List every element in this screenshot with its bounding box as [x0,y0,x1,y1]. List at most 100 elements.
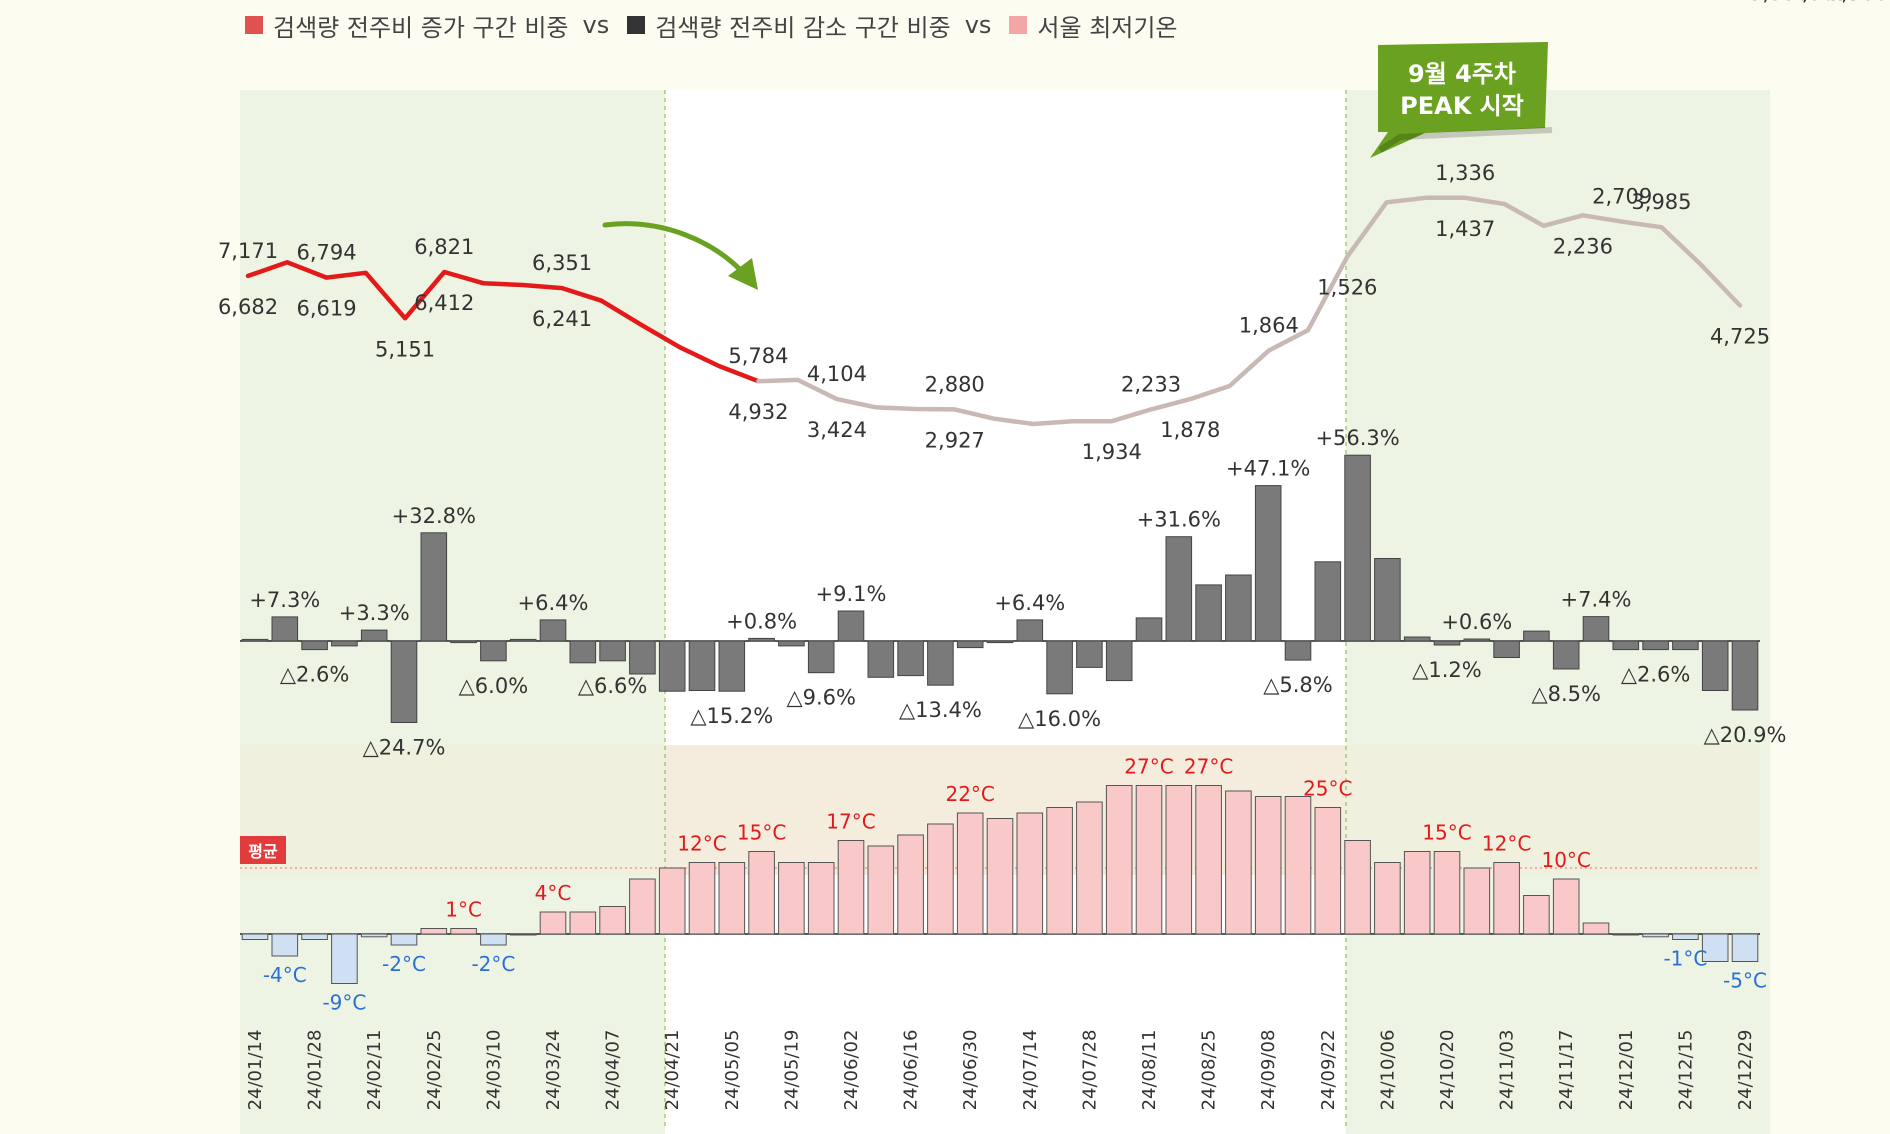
change-bar-33 [1225,574,1252,642]
temp-data-label-4: -2°C [471,952,515,976]
temp-data-label-7: 15°C [737,821,786,845]
x-tick-label-10: 24/06/02 [841,1030,862,1111]
temp-bar-2 [301,933,328,940]
temp-bar-23 [927,823,954,935]
change-data-label-7: △6.6% [578,674,648,698]
temp-bar-0 [241,933,269,940]
change-bar-47 [1642,640,1669,651]
temp-bar-21 [867,845,895,935]
change-data-label-16: +47.1% [1226,457,1310,481]
temp-data-label-1: -9°C [322,991,366,1015]
change-data-label-10: △9.6% [786,686,856,710]
change-bar-10 [539,619,567,642]
temp-data-label-8: 17°C [826,810,875,834]
change-bar-19 [807,640,835,674]
x-tick-label-8: 24/05/05 [722,1030,743,1111]
temp-bar-20 [837,840,865,935]
change-bar-41 [1463,638,1491,642]
x-tick-label-1: 24/01/28 [305,1030,326,1111]
change-data-label-15: +31.6% [1137,508,1221,532]
x-tick-label-14: 24/07/28 [1079,1030,1100,1111]
line-data-label-2: 6,794 [296,241,356,265]
x-tick-label-16: 24/08/25 [1199,1030,1220,1111]
temp-data-label-16: -1°C [1663,947,1707,971]
line-data-label-5: 6,821 [414,235,474,259]
x-tick-label-5: 24/03/24 [543,1030,564,1111]
line-data-label-22: 2,709 [1592,185,1652,209]
legend-label-2: 서울 최저기온 [1037,13,1178,42]
temp-bar-7 [450,928,477,935]
average-label: 평균 [248,842,278,861]
change-bar-39 [1403,636,1431,642]
temp-bar-16 [718,862,746,935]
change-bar-12 [599,640,626,662]
x-tick-label-18: 24/09/22 [1318,1030,1339,1111]
change-data-label-3: △24.7% [363,736,446,760]
temp-bar-5 [390,933,418,946]
temp-data-label-12: 25°C [1303,777,1352,801]
line-data-label-26: 9,338 [1749,0,1809,5]
temp-data-label-6: 12°C [677,832,726,856]
x-tick-label-22: 24/11/17 [1556,1030,1577,1111]
change-bar-20 [837,610,865,642]
change-data-label-2: +3.3% [339,601,410,625]
temp-bar-38 [1374,862,1401,935]
annotation-line1: 9월 4주차 [1408,60,1516,88]
change-bar-36 [1314,561,1342,642]
temp-bar-31 [1165,785,1193,935]
legend-swatch-2 [1009,16,1028,34]
x-tick-label-9: 24/05/19 [781,1030,802,1111]
line-data-label-25: 4,725 [1710,325,1770,349]
change-bar-34 [1254,485,1282,642]
temp-bar-44 [1552,878,1580,935]
temp-bar-24 [956,812,984,935]
temp-bar-35 [1284,796,1312,935]
change-data-label-18: +56.3% [1315,426,1399,450]
x-tick-label-7: 24/04/21 [662,1030,683,1111]
change-bar-11 [569,640,597,664]
temp-data-label-11: 27°C [1184,755,1233,779]
x-tick-label-3: 24/02/25 [424,1030,445,1111]
change-bar-45 [1582,616,1610,642]
temp-bar-42 [1493,862,1520,935]
change-bar-43 [1523,630,1550,642]
change-data-label-4: +32.8% [392,504,476,528]
change-bar-48 [1672,640,1699,651]
temp-bar-27 [1046,807,1073,935]
temp-bar-37 [1344,840,1371,935]
change-bar-26 [1016,619,1044,642]
change-bar-50 [1731,640,1759,711]
temp-bar-28 [1076,801,1103,935]
legend-separator: vs [582,11,610,39]
change-data-label-1: △2.6% [280,663,350,687]
change-bar-8 [480,640,507,662]
change-bar-35 [1284,640,1312,661]
change-bar-22 [897,640,924,677]
temp-bar-14 [658,867,686,935]
change-bar-24 [956,640,984,649]
search-line-offseason [756,195,1743,427]
x-tick-label-21: 24/11/03 [1497,1030,1518,1111]
legend-item-1: 검색량 전주비 감소 구간 비중 [627,8,951,43]
x-tick-label-4: 24/03/10 [483,1030,504,1111]
annotation-line2: PEAK 시작 [1400,92,1524,120]
temp-data-label-14: 12°C [1482,832,1531,856]
temp-data-label-0: -4°C [263,963,307,987]
line-data-label-6: 6,412 [414,291,474,315]
change-data-label-5: △6.0% [459,674,529,698]
line-data-label-7: 6,351 [532,251,592,275]
temp-bar-49 [1701,933,1729,962]
line-data-label-17: 1,878 [1160,418,1220,442]
change-bar-49 [1701,640,1729,691]
change-bar-0 [241,638,269,642]
line-data-label-23: 2,236 [1553,234,1613,258]
change-data-label-8: △15.2% [690,704,773,728]
temp-bar-34 [1254,796,1282,935]
change-data-label-17: △5.8% [1263,673,1333,697]
x-tick-label-19: 24/10/06 [1377,1030,1398,1111]
line-data-label-8: 6,241 [532,307,592,331]
change-bar-23 [927,640,954,686]
temp-data-label-17: -5°C [1723,969,1767,993]
